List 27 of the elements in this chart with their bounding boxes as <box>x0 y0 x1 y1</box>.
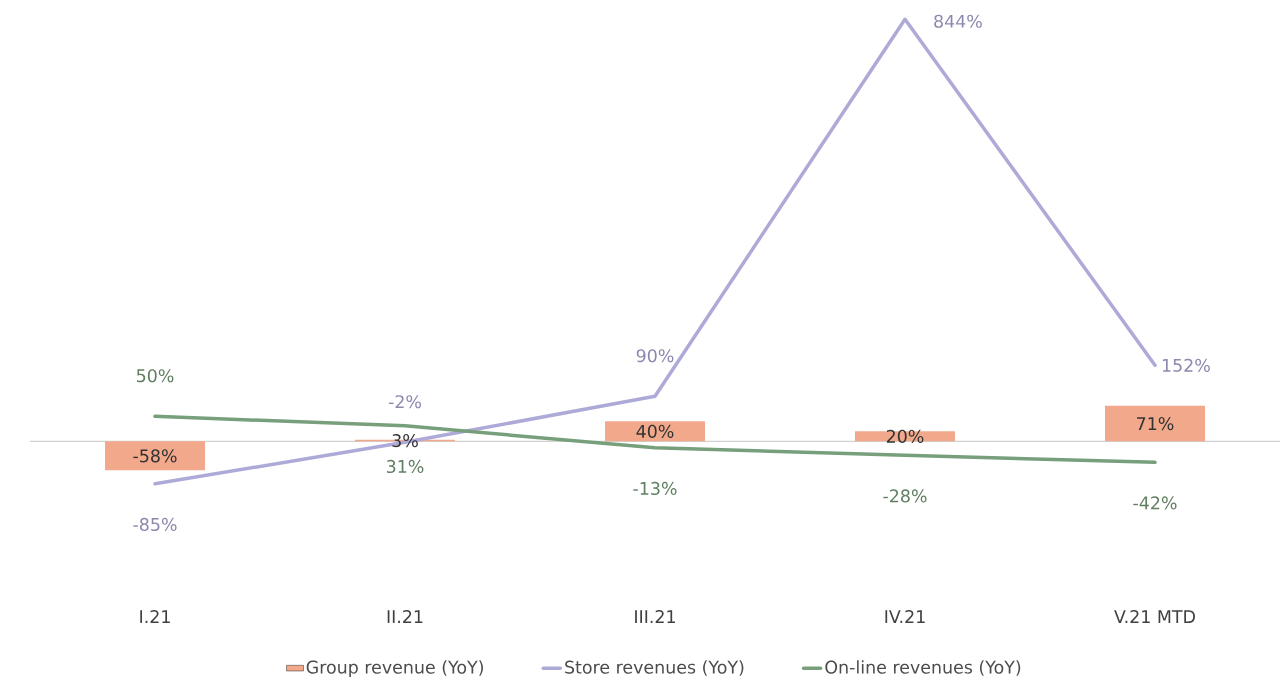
data-label: -2% <box>388 395 422 409</box>
data-label: 152% <box>1162 358 1210 372</box>
x-tick-label: V.21 MTD <box>1114 610 1195 623</box>
data-label: -85% <box>133 517 177 532</box>
bar <box>105 441 205 471</box>
data-label: -42% <box>1133 496 1177 510</box>
data-label: 3% <box>392 433 418 448</box>
data-label: -13% <box>633 481 677 496</box>
legend-label: On-line revenues (YoY) <box>825 660 1021 676</box>
legend-label: Store revenues (YoY) <box>565 660 744 676</box>
data-label: 844% <box>934 14 982 28</box>
x-tick-label: III.21 <box>635 610 675 623</box>
bar <box>854 431 955 442</box>
x-tick-label: IV.21 <box>885 610 925 623</box>
x-tick-label: I.21 <box>140 610 170 623</box>
data-label: 40% <box>636 424 674 438</box>
data-label: 71% <box>1137 416 1174 431</box>
data-label: 90% <box>636 349 674 363</box>
data-label: -28% <box>883 489 927 503</box>
bar <box>605 421 705 442</box>
data-label: 31% <box>386 459 424 474</box>
data-label: 20% <box>886 429 924 443</box>
data-label: 50% <box>136 369 174 383</box>
x-tick-label: II.21 <box>387 610 423 623</box>
legend-label: Group revenue (YoY) <box>306 660 483 678</box>
data-label: -58% <box>133 449 177 463</box>
bar <box>1104 405 1205 442</box>
